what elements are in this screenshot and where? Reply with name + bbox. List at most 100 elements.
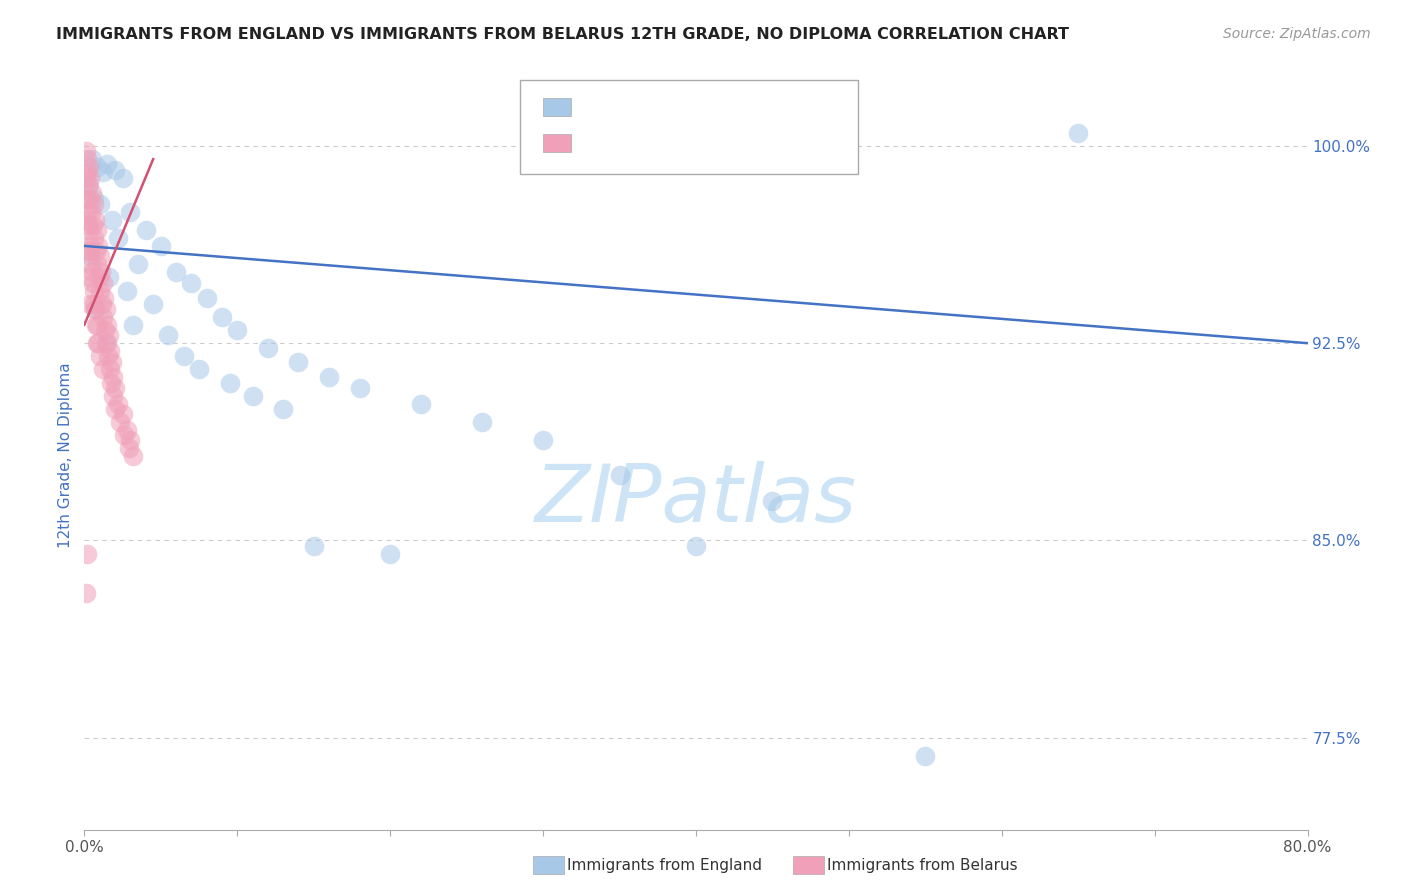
Point <box>84 212 107 227</box>
Point <box>75 145 97 159</box>
Point <box>242 389 264 403</box>
Point <box>87 239 110 253</box>
Point <box>122 449 145 463</box>
Point <box>80 257 103 271</box>
Point <box>76 244 98 259</box>
Point <box>94 323 117 337</box>
Point <box>89 349 111 363</box>
Point <box>83 231 105 245</box>
Point <box>761 494 783 508</box>
Point <box>257 342 280 356</box>
Text: R =: R = <box>576 98 616 116</box>
Point <box>91 297 114 311</box>
Point <box>87 270 110 285</box>
Point <box>302 539 325 553</box>
Point <box>76 547 98 561</box>
Point <box>142 297 165 311</box>
Point <box>89 284 111 298</box>
Point <box>82 218 104 232</box>
Point <box>218 376 240 390</box>
Point <box>318 370 340 384</box>
Point <box>100 376 122 390</box>
Point <box>165 265 187 279</box>
Point <box>380 547 402 561</box>
Point <box>86 223 108 237</box>
Point <box>120 204 142 219</box>
Point <box>104 162 127 177</box>
Point <box>79 249 101 263</box>
Point <box>94 301 117 316</box>
Point <box>84 244 107 259</box>
Point <box>83 192 105 206</box>
Point <box>111 407 134 421</box>
Point <box>271 401 294 416</box>
Point <box>97 328 120 343</box>
Point <box>86 257 108 271</box>
Point <box>80 265 103 279</box>
Point <box>111 170 134 185</box>
Point <box>76 165 98 179</box>
Text: 0.268: 0.268 <box>600 134 664 152</box>
Point <box>226 323 249 337</box>
Point <box>96 336 118 351</box>
Point <box>93 310 115 324</box>
Point <box>211 310 233 324</box>
Point <box>91 362 114 376</box>
Text: IMMIGRANTS FROM ENGLAND VS IMMIGRANTS FROM BELARUS 12TH GRADE, NO DIPLOMA CORREL: IMMIGRANTS FROM ENGLAND VS IMMIGRANTS FR… <box>56 27 1069 42</box>
Point <box>89 197 111 211</box>
Point <box>531 434 554 448</box>
Point <box>173 349 195 363</box>
Text: N =: N = <box>661 98 700 116</box>
Point <box>86 160 108 174</box>
Point <box>83 284 105 298</box>
Point <box>98 344 121 359</box>
Point <box>86 336 108 351</box>
Point <box>914 748 936 763</box>
Point <box>188 362 211 376</box>
Point <box>75 170 97 185</box>
Point <box>104 381 127 395</box>
Point <box>91 165 114 179</box>
Point <box>471 415 494 429</box>
Text: Immigrants from Belarus: Immigrants from Belarus <box>827 858 1018 872</box>
Point <box>609 467 631 482</box>
Point <box>101 212 124 227</box>
Text: 73: 73 <box>685 134 710 152</box>
Point <box>77 160 100 174</box>
Point <box>107 231 129 245</box>
Point <box>79 244 101 259</box>
Text: -0.109: -0.109 <box>600 98 665 116</box>
Point <box>80 186 103 201</box>
Point <box>97 349 120 363</box>
Point <box>87 336 110 351</box>
Text: R =: R = <box>576 134 616 152</box>
Point <box>94 336 117 351</box>
Point <box>112 428 135 442</box>
Point <box>104 401 127 416</box>
Point <box>76 204 98 219</box>
Point <box>77 270 100 285</box>
Point <box>89 249 111 263</box>
Text: Source: ZipAtlas.com: Source: ZipAtlas.com <box>1223 27 1371 41</box>
Text: Immigrants from England: Immigrants from England <box>567 858 762 872</box>
Point <box>180 276 202 290</box>
Point <box>108 415 131 429</box>
Point <box>685 539 707 553</box>
Point <box>101 389 124 403</box>
Point <box>77 178 100 193</box>
Point <box>84 301 107 316</box>
Point <box>157 328 180 343</box>
Point <box>80 204 103 219</box>
Y-axis label: 12th Grade, No Diploma: 12th Grade, No Diploma <box>58 362 73 548</box>
Point <box>82 276 104 290</box>
Point <box>79 297 101 311</box>
Point <box>79 239 101 253</box>
Point <box>77 218 100 232</box>
Text: ZIPatlas: ZIPatlas <box>534 461 858 539</box>
Point <box>76 192 98 206</box>
Point <box>103 370 125 384</box>
Point <box>83 297 105 311</box>
Point <box>409 397 432 411</box>
Point <box>79 170 101 185</box>
Point <box>93 292 115 306</box>
